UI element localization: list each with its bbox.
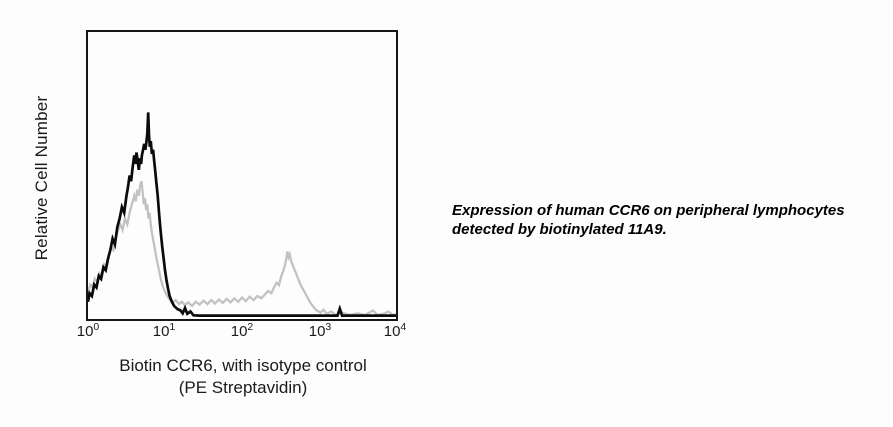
x-tick-label-10e3: 103	[308, 321, 332, 340]
tick-base: 10	[152, 323, 170, 340]
x-axis-title: Biotin CCR6, with isotype control (PE St…	[119, 355, 367, 399]
tick-base: 10	[308, 323, 326, 340]
x-axis-title-line-2: (PE Streptavidin)	[178, 378, 308, 397]
tick-exponent: 2	[247, 321, 254, 333]
black-trace	[88, 112, 396, 317]
figure-caption-line-1: Expression of human CCR6 on peripheral l…	[452, 202, 845, 219]
figure-caption: Expression of human CCR6 on peripheral l…	[452, 202, 845, 239]
tick-base: 10	[76, 323, 94, 340]
x-tick-label-10e0: 100	[76, 321, 100, 340]
x-tick-label-10e2: 102	[230, 321, 254, 340]
tick-exponent: 0	[93, 321, 100, 333]
x-tick-label-10e4: 104	[383, 321, 407, 340]
histogram-svg	[88, 112, 396, 317]
y-axis-label: Relative Cell Number	[32, 95, 51, 261]
x-tick-label-10e1: 101	[152, 321, 176, 340]
x-axis-title-line-1: Biotin CCR6, with isotype control	[119, 356, 367, 375]
figure-caption-line-2: detected by biotinylated 11A9.	[452, 220, 667, 238]
plot-frame	[86, 30, 398, 321]
tick-base: 10	[230, 323, 248, 340]
tick-exponent: 1	[169, 321, 176, 333]
gray-trace	[88, 180, 396, 317]
tick-exponent: 3	[325, 321, 332, 333]
tick-exponent: 4	[400, 321, 407, 333]
tick-base: 10	[383, 323, 401, 340]
x-axis-ticks: 100 101 102 103 104	[0, 321, 440, 349]
